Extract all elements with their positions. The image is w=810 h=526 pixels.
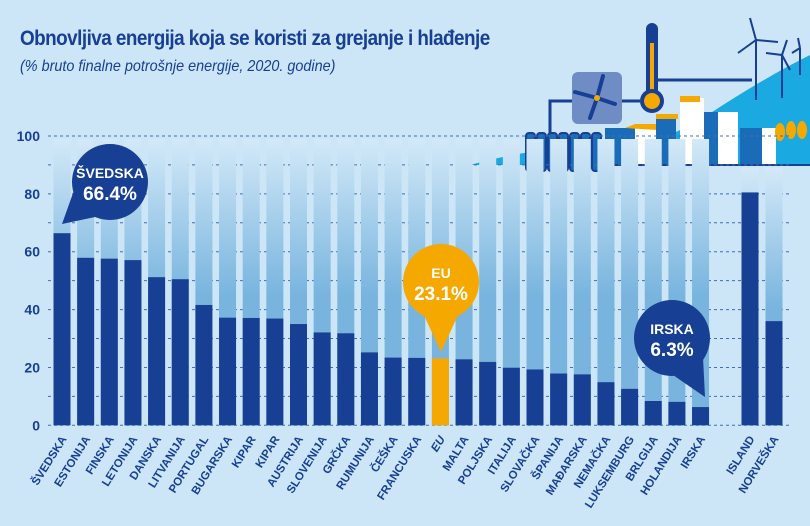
bar-slovačka <box>526 369 544 426</box>
bar-track <box>621 139 639 426</box>
bar-track <box>526 139 544 426</box>
pipes <box>548 78 752 133</box>
x-tick-label: IRSKA <box>679 434 708 471</box>
bar-luksemburg <box>621 388 639 426</box>
callout-country: ŠVEDSKA <box>76 164 144 181</box>
y-tick-label: 40 <box>24 302 40 318</box>
bar-track <box>550 139 568 426</box>
callout-bubble <box>403 244 479 320</box>
bar-mađarska <box>573 374 591 426</box>
wind-turbine-icon <box>737 17 801 100</box>
bar-kipar <box>242 317 260 426</box>
callout-country: IRSKA <box>650 321 694 337</box>
callout-pointer <box>674 359 705 397</box>
callout-švedska: ŠVEDSKA 66.4% <box>62 144 148 224</box>
bar-rumunija <box>360 352 378 426</box>
y-tick-label: 100 <box>17 128 41 144</box>
bar-letonija <box>124 260 142 426</box>
bar-grčka <box>337 333 355 426</box>
callout-irska: IRSKA 6.3% <box>634 300 710 397</box>
bar-švedska <box>53 233 71 426</box>
bar-irska <box>692 407 710 426</box>
bar-malta <box>455 359 473 426</box>
bar-španija <box>550 373 568 426</box>
bar-litvanija <box>171 279 189 426</box>
bar-track <box>479 139 497 426</box>
callout-eu: EU 23.1% <box>403 244 479 352</box>
x-tick-label: EU <box>429 434 448 454</box>
bar-holandija <box>668 401 686 426</box>
y-tick-label: 80 <box>24 186 40 202</box>
y-axis: 0 20 40 60 80 100 <box>17 128 41 433</box>
bar-island <box>741 192 759 426</box>
callout-pointer <box>62 192 96 224</box>
callout-pointer <box>424 316 458 352</box>
bar-track <box>668 139 686 426</box>
bar-eu <box>431 358 449 426</box>
thermometer-icon <box>640 23 664 113</box>
bar-norveška <box>765 321 783 426</box>
heating-cooling-illustration <box>470 17 810 172</box>
bar-estonija <box>77 257 95 426</box>
y-tick-label: 60 <box>24 244 40 260</box>
callout-country: EU <box>431 265 450 281</box>
bar-track <box>384 139 402 426</box>
callout-value: 23.1% <box>414 284 468 305</box>
y-tick-label: 0 <box>32 417 40 433</box>
bar-danska <box>148 277 166 426</box>
bar-bugarska <box>219 317 237 426</box>
callout-bubble <box>72 144 148 220</box>
bar-track <box>597 139 615 426</box>
bar-slovenija <box>313 332 331 426</box>
bar-track <box>573 139 591 426</box>
x-axis: ŠVEDSKAESTONIJAFINSKALETONIJADANSKALITVA… <box>29 434 781 511</box>
bar-track <box>644 139 662 426</box>
bar-kipar <box>266 318 284 426</box>
chart-title: Obnovljiva energija koja se koristi za g… <box>20 27 490 50</box>
callout-value: 66.4% <box>83 184 137 205</box>
bar-austrija <box>290 324 307 426</box>
bar-italija <box>502 367 520 426</box>
bar-track <box>502 139 520 426</box>
bar-finska <box>100 258 118 426</box>
bar-portugal <box>195 304 213 426</box>
bar-poljska <box>479 361 497 426</box>
callout-value: 6.3% <box>650 340 693 361</box>
callout-bubble <box>634 300 710 376</box>
bar-nemačka <box>597 382 615 426</box>
bar-brlgija <box>644 400 662 426</box>
bar-češka <box>384 357 402 426</box>
chart-subtitle: (% bruto finalne potrošnje energije, 202… <box>20 58 336 75</box>
y-tick-label: 20 <box>24 359 40 375</box>
bar-francuska <box>408 357 426 426</box>
